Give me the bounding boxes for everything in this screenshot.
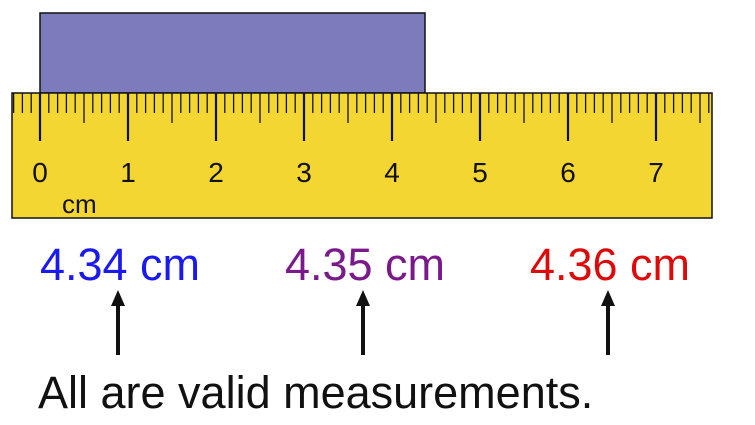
- ruler-label: 0: [32, 157, 48, 188]
- arrow-head: [356, 290, 370, 306]
- arrows: [111, 290, 615, 355]
- caption: All are valid measurements.: [38, 367, 593, 418]
- ruler-label: 5: [472, 157, 488, 188]
- ruler: [11, 92, 713, 219]
- measurement: 4.36 cm: [530, 239, 690, 290]
- ruler-label: 3: [296, 157, 312, 188]
- measured-block: [39, 12, 426, 94]
- ruler-unit: cm: [62, 189, 97, 219]
- ruler-label: 7: [648, 157, 664, 188]
- ruler-label: 6: [560, 157, 576, 188]
- measurements: 4.34 cm 4.35 cm 4.36 cm: [40, 239, 690, 290]
- measurement: 4.34 cm: [40, 239, 200, 290]
- arrow-head: [601, 290, 615, 306]
- ruler-labels: 0 1 2 3 4 5 6 7: [32, 157, 664, 188]
- ruler-label: 4: [384, 157, 400, 188]
- ruler-ticks: [12, 93, 710, 141]
- ruler-label: 2: [208, 157, 224, 188]
- ruler-label: 1: [120, 157, 136, 188]
- measurement: 4.35 cm: [285, 239, 445, 290]
- arrow-head: [111, 290, 125, 306]
